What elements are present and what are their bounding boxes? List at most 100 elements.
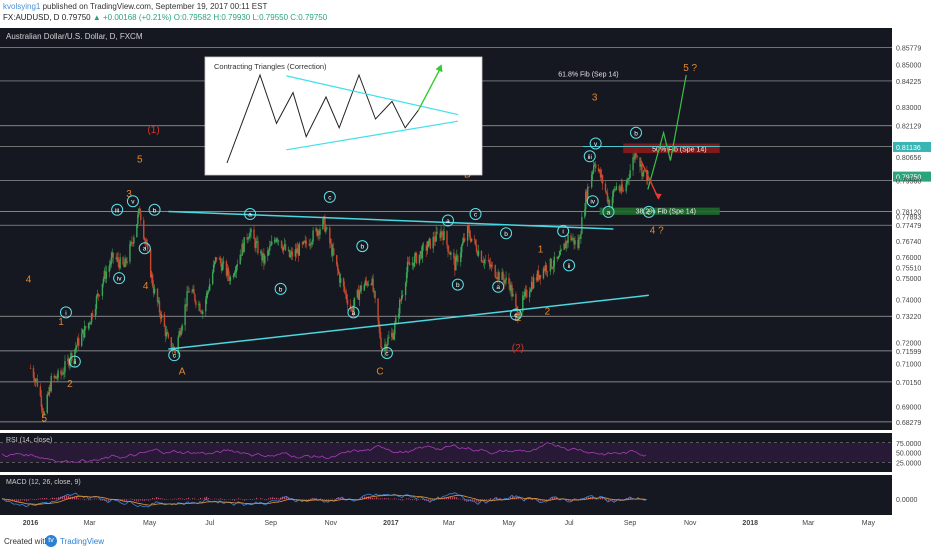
candle-body [593,164,596,166]
wave-circle [586,195,599,208]
macd-bar [154,498,156,500]
macd-bar [268,498,270,500]
candle-body [43,412,46,415]
wave-label-minor: c [474,212,478,219]
candle-body [290,251,293,255]
macd-bar [538,499,540,501]
candle-body [642,172,644,177]
macd-bar [42,498,44,500]
candle-body [132,243,134,244]
macd-bar [62,496,64,500]
candle-body [249,232,251,237]
candle-body [501,272,503,280]
candle-body [117,257,119,263]
candle-body [584,209,586,217]
candle-body [636,155,638,158]
candle-body [131,241,133,244]
candle-body [468,229,471,237]
candle-body [144,238,146,240]
candle-body [612,189,615,198]
inset-title: Contracting Triangles (Correction) [214,62,327,71]
macd-bar [484,499,486,501]
macd-bar [28,499,30,501]
candle-body [64,361,66,372]
macd-bar [160,498,162,500]
candle-body [363,285,365,291]
candle-body [139,208,141,214]
price-axis-label: 0.77893 [896,214,921,221]
time-axis-label: Jul [565,520,574,527]
macd-bar [236,499,238,500]
candle-body [232,275,235,278]
macd-bar [272,497,274,500]
macd-bar [450,496,452,500]
macd-signal-line [1,494,647,506]
macd-bar [556,497,558,500]
macd-bar [432,499,434,501]
wave-label-minor: a [446,218,450,225]
candle-body [511,285,513,297]
macd-bar [44,498,46,500]
candle-body [239,254,241,265]
candle-body [406,261,409,273]
tradingview-brand[interactable]: TradingView [60,537,105,546]
candle-body [388,336,390,339]
inset-triangle-diagram: Contracting Triangles (Correction) [204,56,483,176]
macd-bar [106,499,108,502]
candle-body [61,373,63,375]
candle-body [601,175,604,184]
chart-area[interactable]: Australian Dollar/U.S. Dollar, D, FXCM 50… [0,28,932,530]
candle-body [261,251,263,261]
macd-bar [246,499,248,501]
candle-body [640,163,642,167]
candle-body [418,254,421,264]
candle-body [545,265,548,272]
candle-body [122,257,124,265]
price-axis-label: 0.80656 [896,155,921,162]
candle-body [608,199,611,208]
macd-bar [384,498,386,500]
macd-bar [472,499,474,502]
wave-label-minor: a [143,246,147,253]
candle-body [377,298,379,321]
candle-body [53,375,55,378]
macd-bar [110,499,112,501]
price-chart[interactable]: Australian Dollar/U.S. Dollar, D, FXCM50… [0,28,932,530]
candle-body [460,252,462,263]
time-axis-label: May [502,520,516,527]
candle-body [480,251,483,262]
macd-bar [78,498,80,500]
macd-bar [386,498,388,500]
candle-body [287,249,290,251]
candle-body [594,164,597,169]
candle-body [255,241,257,248]
macd-bar [22,499,24,501]
fib-zone-label: 50% Fib (Spe 14) [652,147,706,154]
candle-body [600,175,603,178]
candle-body [83,325,86,338]
candle-body [81,333,83,346]
candle-body [129,243,131,262]
candle-body [221,263,224,271]
candle-body [579,237,581,239]
price-axis-label: 0.71599 [896,349,921,356]
wave-label-minor: iv [590,199,595,206]
candle-body [291,251,294,257]
candle-body [535,277,538,281]
ohlc-values: O:0.79582 H:0.79930 L:0.79550 C:0.79750 [173,13,328,22]
macd-bar [458,498,460,500]
candle-body [449,252,451,255]
candle-body [181,325,183,331]
candle-body [592,165,595,172]
candle-body [243,237,245,253]
candle-body [257,241,259,254]
candle-body [474,239,477,245]
candle-body [126,261,128,263]
publisher-name[interactable]: kvolsying1 [3,2,41,11]
candle-body [339,278,342,283]
wave-label-major: 4 [26,274,32,285]
wave-label-major: 1 [538,245,544,256]
candle-body [256,241,258,242]
candle-body [336,255,338,265]
macd-bar [90,499,92,501]
